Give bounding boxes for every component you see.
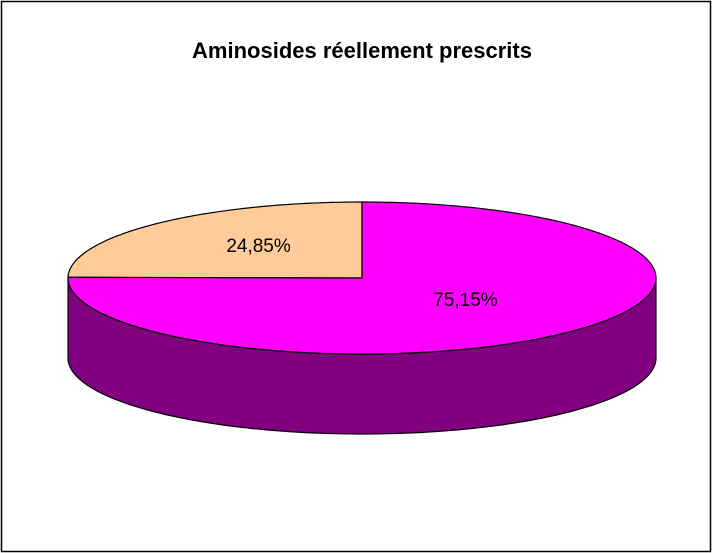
data-label: 75,15% (433, 290, 498, 311)
pie-slice (67, 201, 363, 279)
pie-slice (67, 201, 657, 355)
chart-title: Aminosides réellement prescrits (192, 38, 532, 63)
data-label: 24,85% (226, 236, 291, 257)
